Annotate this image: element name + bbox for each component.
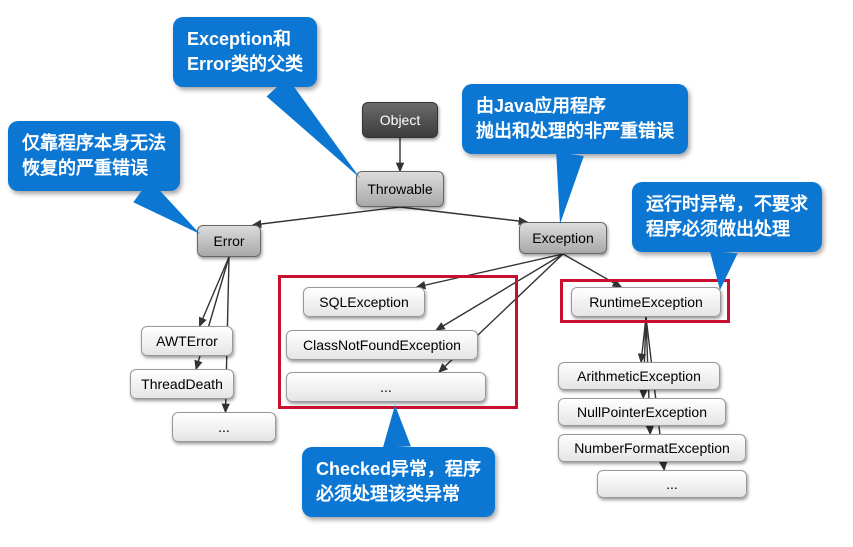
edge-error-awt_error [200, 257, 229, 326]
node-error: Error [197, 225, 261, 257]
callout-line2: 恢复的严重错误 [22, 156, 166, 181]
node-checked_more: ... [286, 372, 486, 402]
callout-arrow-c1 [267, 78, 360, 178]
node-object: Object [362, 102, 438, 138]
callout-line2: 抛出和处理的非严重错误 [476, 119, 674, 144]
node-runtime_exception: RuntimeException [571, 287, 721, 317]
node-error_more: ... [172, 412, 276, 442]
callout-c2: 仅靠程序本身无法恢复的严重错误 [8, 121, 180, 191]
node-runtime_more: ... [597, 470, 747, 498]
callout-line2: 程序必须做出处理 [646, 217, 808, 242]
callout-line2: 必须处理该类异常 [316, 482, 481, 507]
edge-throwable-error [253, 207, 400, 225]
node-exception: Exception [519, 222, 607, 254]
node-awt_error: AWTError [141, 326, 233, 356]
callout-line1: Checked异常，程序 [316, 457, 481, 482]
callout-c5: Checked异常，程序必须处理该类异常 [302, 447, 495, 517]
callout-arrow-c3 [556, 152, 584, 224]
edge-runtime_exception-arithmetic_exception [641, 317, 646, 362]
node-thread_death: ThreadDeath [130, 369, 234, 399]
callout-arrow-c4 [710, 251, 738, 290]
callout-c1: Exception和Error类的父类 [173, 17, 317, 87]
callout-line1: Exception和 [187, 27, 303, 52]
node-throwable: Throwable [356, 171, 444, 207]
node-npe: NullPointerException [558, 398, 726, 426]
callout-line1: 仅靠程序本身无法 [22, 131, 166, 156]
node-sql_exception: SQLException [303, 287, 425, 317]
node-cnf_exception: ClassNotFoundException [286, 330, 478, 360]
callout-arrow-c5 [383, 405, 411, 448]
callout-c4: 运行时异常，不要求程序必须做出处理 [632, 182, 822, 252]
callout-line1: 运行时异常，不要求 [646, 192, 808, 217]
edge-exception-sql_exception [417, 254, 563, 287]
callout-line2: Error类的父类 [187, 52, 303, 77]
edge-exception-runtime_exception [563, 254, 621, 287]
callout-c3: 由Java应用程序抛出和处理的非严重错误 [462, 84, 688, 154]
edge-throwable-exception [400, 207, 527, 222]
node-nfe: NumberFormatException [558, 434, 746, 462]
edge-exception-cnf_exception [436, 254, 563, 330]
callout-line1: 由Java应用程序 [476, 94, 674, 119]
node-arithmetic_exception: ArithmeticException [558, 362, 720, 390]
